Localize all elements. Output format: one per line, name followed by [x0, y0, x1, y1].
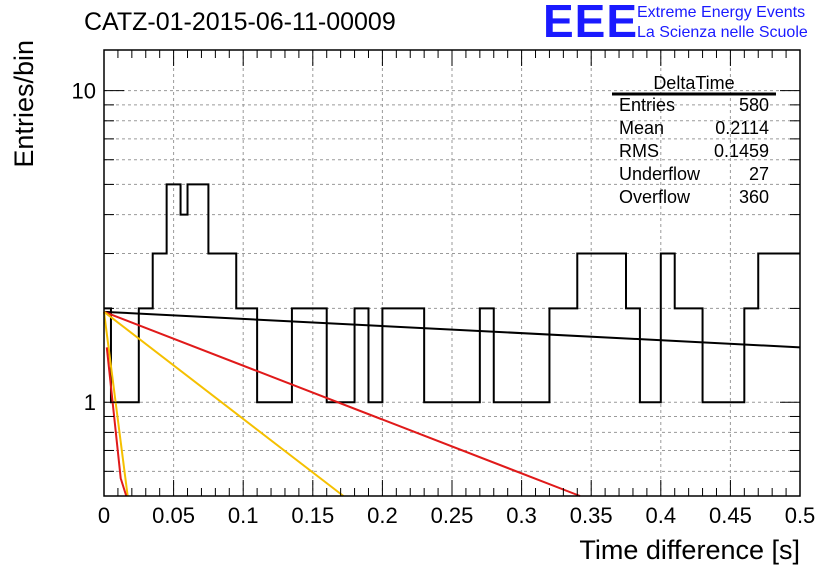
- x-tick-label: 0.45: [709, 503, 752, 528]
- x-tick-label: 0.35: [570, 503, 613, 528]
- fit-line-4: [103, 311, 129, 497]
- stats-value: 0.2114: [715, 118, 769, 138]
- stats-value: 580: [739, 95, 769, 115]
- x-tick-label: 0.25: [431, 503, 474, 528]
- x-tick-label: 0: [98, 503, 110, 528]
- logo-subtitle-line1: Extreme Energy Events: [637, 4, 806, 21]
- x-tick-label: 0.4: [646, 503, 677, 528]
- stats-label: Entries: [619, 95, 675, 115]
- x-tick-label: 0.1: [228, 503, 259, 528]
- stats-value: 27: [749, 164, 769, 184]
- x-tick-label: 0.05: [152, 503, 195, 528]
- fit-line-1: [103, 310, 801, 349]
- histogram-outline: [104, 183, 800, 404]
- x-axis-title: Time difference [s]: [579, 535, 800, 565]
- fit-line-3: [103, 311, 345, 497]
- x-tick-label: 0.2: [367, 503, 398, 528]
- chart-title: CATZ-01-2015-06-11-00009: [84, 8, 396, 36]
- stats-label: Overflow: [619, 187, 691, 207]
- fit-line-5: [105, 347, 128, 497]
- y-axis-title: Entries/bin: [9, 40, 39, 168]
- axis-layer: 0 0.05 0.1 0.15 0.2 0.25 0.3 0.35 0.4 0.45 0.5 1 10: [72, 49, 816, 528]
- stats-label: RMS: [619, 141, 659, 161]
- eee-logo: EEE Extreme Energy Events La Scienza nel…: [543, 0, 823, 47]
- stats-label: Underflow: [619, 164, 701, 184]
- stats-box-name: DeltaTime: [653, 73, 734, 93]
- stats-value: 0.1459: [714, 141, 769, 161]
- x-tick-label: 0.3: [506, 503, 537, 528]
- fit-line-2: [103, 310, 581, 497]
- y-tick-label: 1: [84, 390, 96, 415]
- logo-mark: EEE: [543, 0, 639, 47]
- fit-lines-layer: [103, 310, 801, 497]
- histogram-layer: [104, 183, 800, 404]
- x-tick-label: 0.5: [785, 503, 816, 528]
- stats-label: Mean: [619, 118, 664, 138]
- y-tick-label: 10: [72, 79, 96, 104]
- x-tick-label: 0.15: [291, 503, 334, 528]
- grid-lines: [104, 50, 800, 496]
- logo-subtitle-line2: La Scienza nelle Scuole: [637, 24, 808, 41]
- stats-value: 360: [739, 187, 769, 207]
